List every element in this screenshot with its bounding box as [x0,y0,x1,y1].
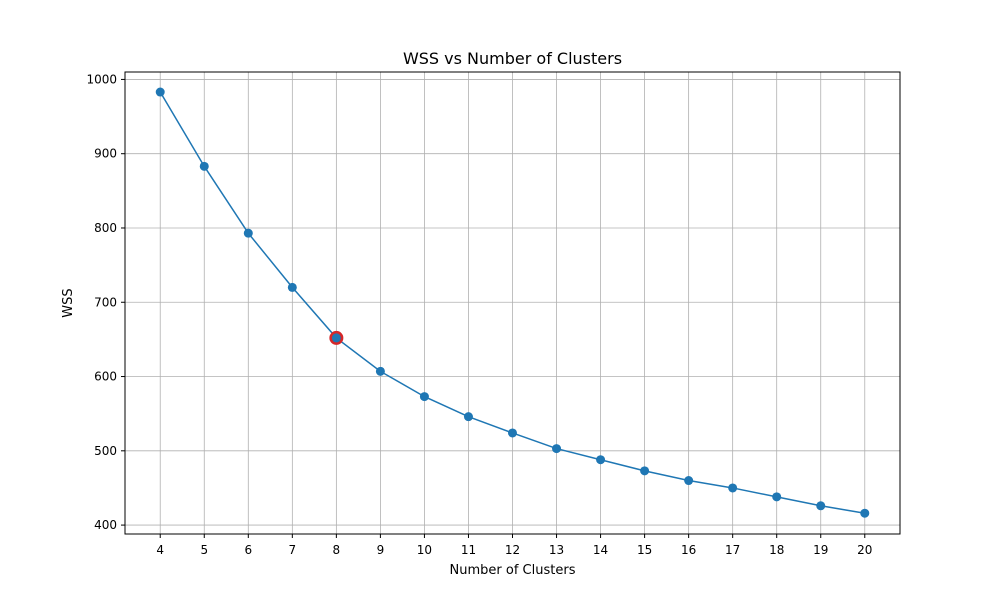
data-point [155,87,165,97]
y-tick-label: 900 [94,147,117,161]
x-tick-label: 9 [377,543,385,557]
data-point [463,412,473,422]
data-point [287,282,297,292]
x-tick-label: 5 [200,543,208,557]
x-tick-label: 7 [289,543,297,557]
data-point [860,508,870,518]
y-axis-label: WSS [61,288,76,317]
data-point [331,333,341,343]
chart-title: WSS vs Number of Clusters [403,49,622,68]
data-point [508,428,517,438]
axis-ticks: 4 5 6 7 8 9 10 11 12 13 14 15 16 17 18 19 20 400 500 600 700… [86,72,872,557]
data-point [243,228,253,238]
x-tick-label: 16 [681,543,696,557]
x-axis-label: Number of Clusters [450,563,576,578]
x-tick-label: 20 [857,543,872,557]
x-tick-label: 17 [725,543,740,557]
data-point [419,392,429,402]
x-tick-label: 8 [333,543,341,557]
data-point [375,366,385,376]
grid [125,72,900,534]
x-tick-label: 11 [461,543,476,557]
data-point [199,161,209,171]
data-point [640,466,650,476]
x-tick-label: 12 [505,543,520,557]
x-tick-label: 13 [549,543,564,557]
x-tick-label: 14 [593,543,608,557]
x-tick-label: 10 [417,543,432,557]
data-point [552,444,562,454]
y-tick-label: 600 [94,370,117,384]
x-tick-label: 18 [769,543,784,557]
y-tick-label: 500 [94,444,117,458]
x-tick-label: 4 [156,543,164,557]
x-tick-label: 15 [637,543,652,557]
y-tick-label: 1000 [86,72,117,86]
data-series [155,87,870,518]
data-point [816,501,826,511]
y-tick-label: 700 [94,295,117,309]
y-tick-label: 800 [94,221,117,235]
data-point [596,455,606,465]
data-point [728,483,738,493]
x-tick-label: 6 [244,543,252,557]
y-tick-label: 400 [94,518,117,532]
x-tick-label: 19 [813,543,828,557]
data-point [772,492,782,502]
data-point [684,476,694,486]
